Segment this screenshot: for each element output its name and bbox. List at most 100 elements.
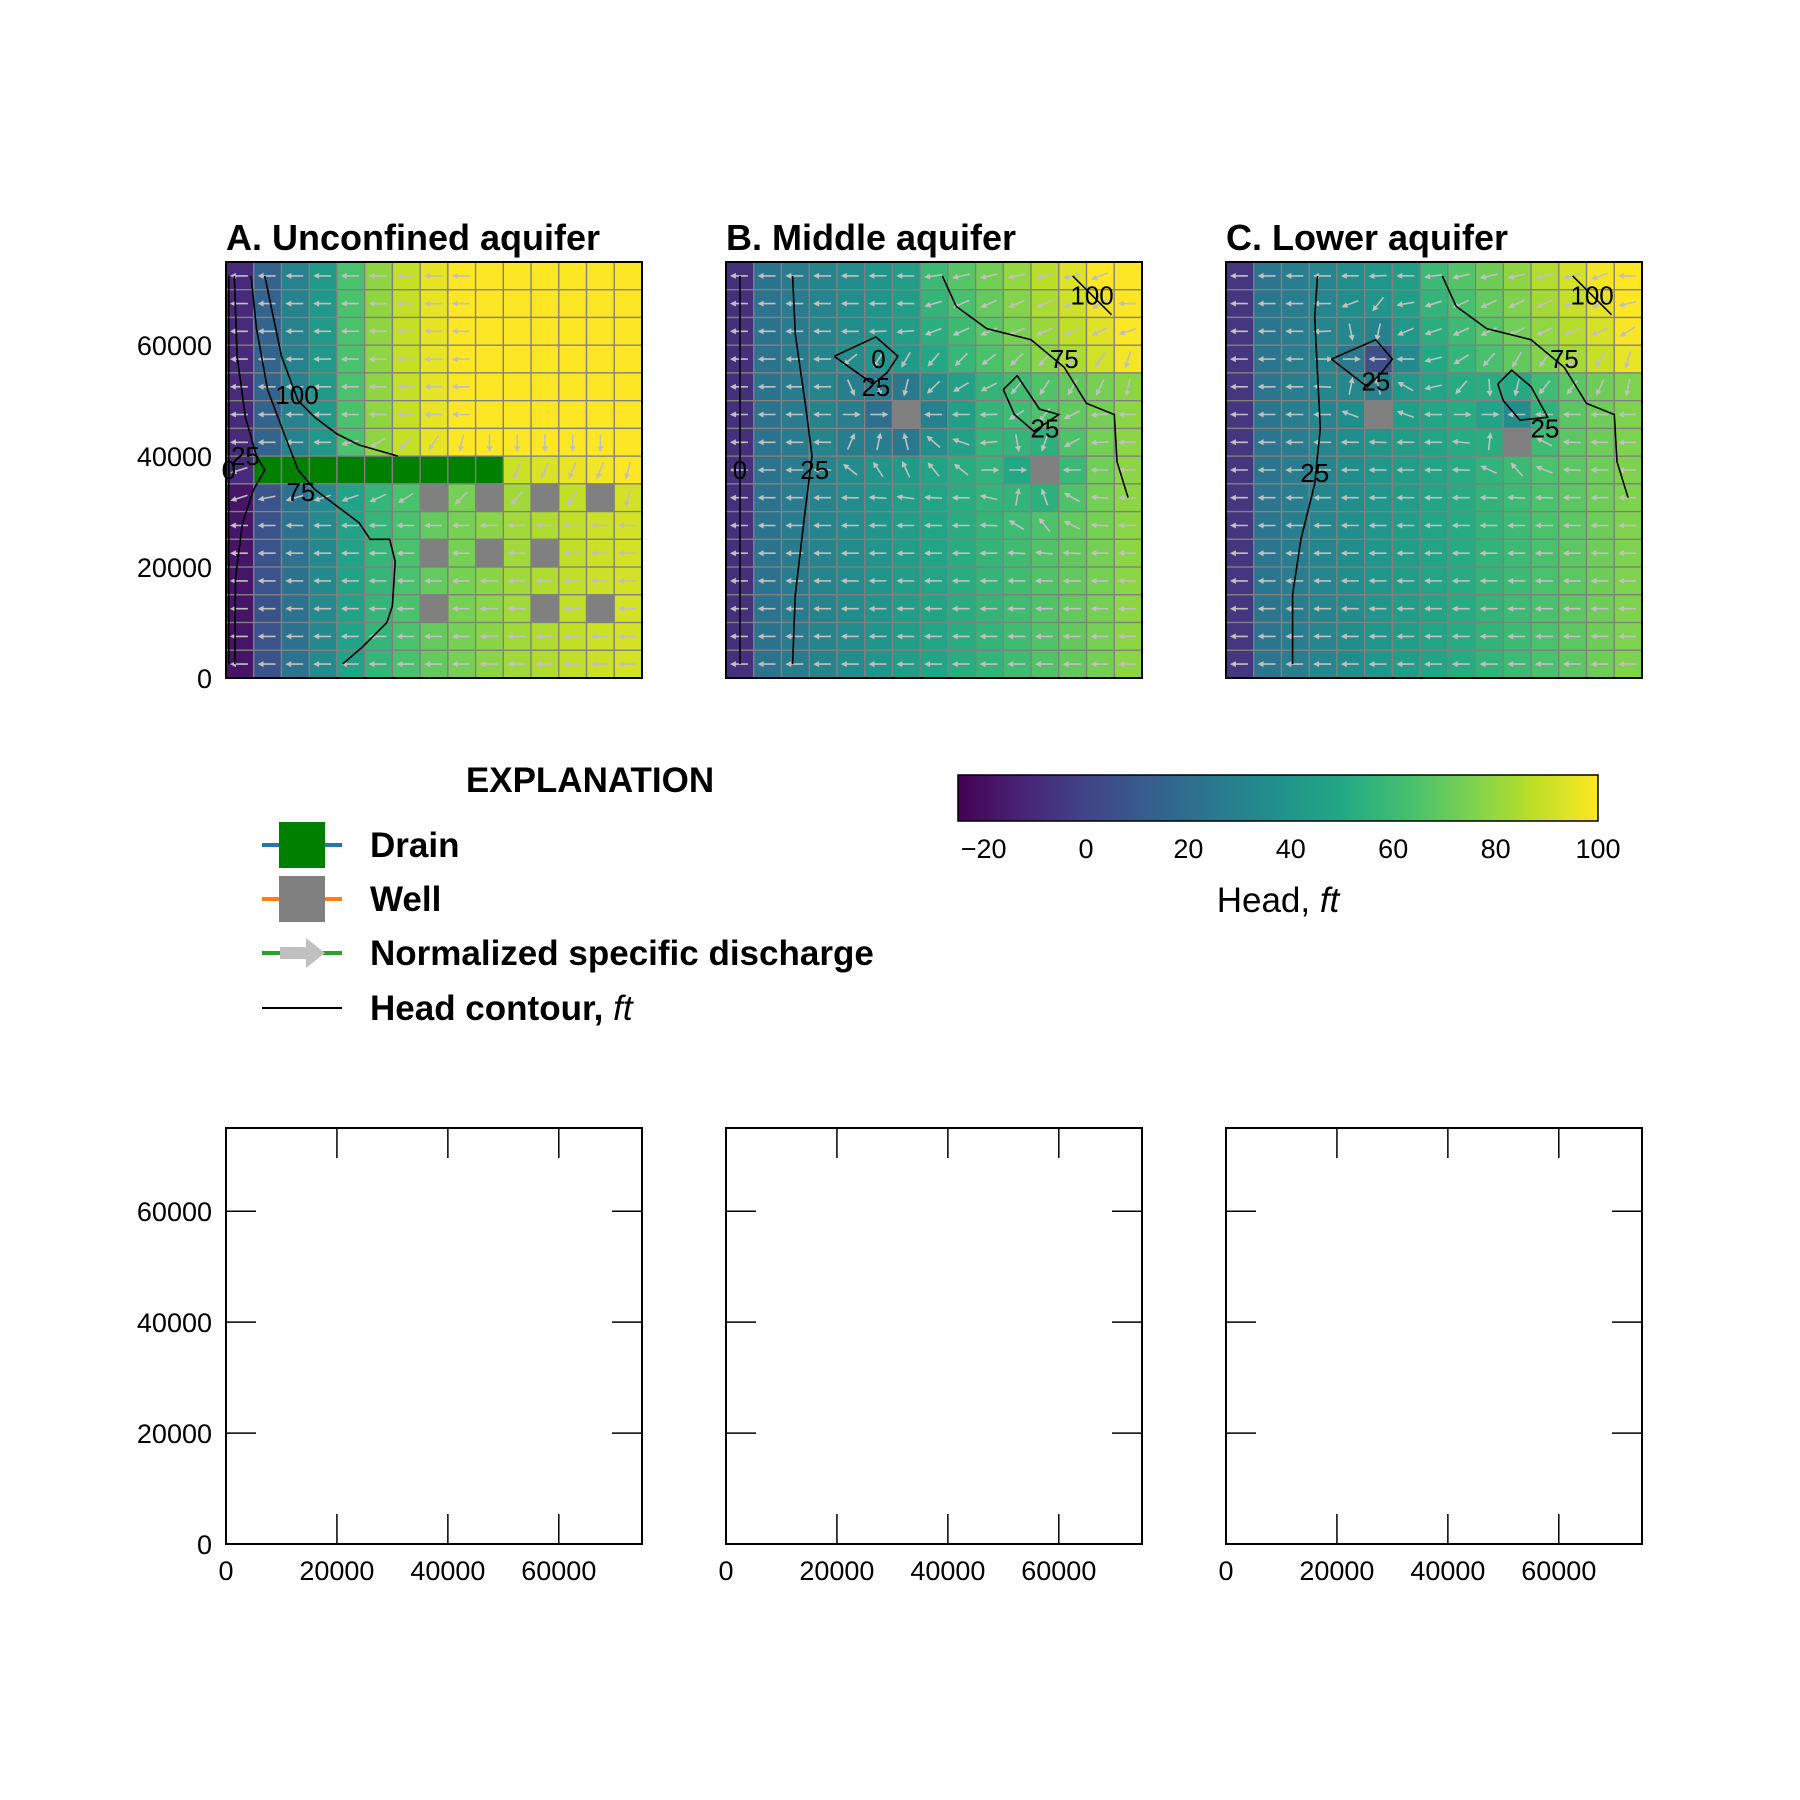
arrow-head bbox=[1063, 492, 1071, 499]
discharge-arrow bbox=[562, 522, 581, 529]
discharge-arrow bbox=[514, 434, 521, 453]
discharge-arrow bbox=[1007, 633, 1026, 640]
arrow-head bbox=[1090, 494, 1097, 501]
discharge-arrow bbox=[1368, 494, 1387, 501]
arrow-head bbox=[979, 661, 986, 668]
discharge-arrow bbox=[1348, 377, 1355, 395]
discharge-arrow bbox=[873, 461, 884, 478]
discharge-arrow bbox=[979, 493, 998, 501]
discharge-arrows bbox=[1229, 272, 1637, 668]
discharge-arrow bbox=[1040, 488, 1049, 506]
discharge-arrow bbox=[843, 463, 858, 476]
arrow-head bbox=[813, 522, 820, 529]
discharge-arrow bbox=[1596, 379, 1605, 396]
discharge-arrow bbox=[313, 633, 332, 640]
discharge-arrow bbox=[1118, 661, 1137, 668]
x-tick-label: 60000 bbox=[521, 1556, 596, 1586]
arrow-head bbox=[1368, 522, 1375, 529]
arrow-head bbox=[813, 494, 820, 501]
discharge-arrow bbox=[1341, 410, 1359, 419]
arrow-head bbox=[785, 467, 792, 473]
arrow-head bbox=[285, 356, 292, 363]
head-cell bbox=[1030, 483, 1060, 513]
discharge-arrow bbox=[1562, 439, 1581, 446]
discharge-arrow bbox=[285, 356, 304, 363]
discharge-arrow bbox=[868, 550, 887, 557]
arrow-head bbox=[230, 468, 237, 475]
discharge-arrow bbox=[896, 550, 915, 557]
arrow-head bbox=[896, 494, 903, 501]
arrow-head bbox=[285, 633, 292, 640]
discharge-arrow bbox=[1090, 411, 1109, 418]
discharge-arrow bbox=[1229, 300, 1248, 307]
discharge-arrow bbox=[840, 633, 859, 640]
discharge-arrow bbox=[757, 328, 776, 335]
arrow-head bbox=[1595, 360, 1601, 368]
arrow-head bbox=[1479, 577, 1486, 584]
arrow-head bbox=[313, 522, 320, 529]
arrow-head bbox=[313, 356, 320, 363]
discharge-arrow bbox=[1618, 605, 1637, 612]
arrow-head bbox=[1229, 356, 1236, 363]
arrow-head bbox=[951, 411, 958, 418]
discharge-arrow bbox=[457, 434, 465, 452]
discharge-arrow bbox=[813, 550, 832, 557]
discharge-arrow bbox=[1479, 605, 1498, 612]
arrow-head bbox=[843, 463, 850, 470]
discharge-arrow bbox=[1368, 522, 1387, 529]
arrow-head bbox=[1563, 330, 1571, 336]
arrow-head bbox=[1257, 328, 1264, 335]
drain-cell bbox=[447, 455, 477, 485]
discharge-arrow bbox=[396, 411, 415, 418]
arrow-head bbox=[868, 494, 875, 501]
x-tick-label: 0 bbox=[718, 1556, 733, 1586]
arrow-head bbox=[1038, 360, 1045, 367]
arrow-head bbox=[507, 550, 514, 557]
discharge-arrow bbox=[1285, 633, 1304, 640]
discharge-arrow bbox=[1035, 299, 1053, 308]
discharge-arrow bbox=[1424, 300, 1442, 308]
arrow-head bbox=[1451, 605, 1458, 612]
arrow-head bbox=[1451, 661, 1458, 668]
discharge-arrow bbox=[896, 661, 915, 668]
arrow-head bbox=[1091, 303, 1099, 309]
discharge-arrow bbox=[229, 328, 248, 335]
arrow-head bbox=[540, 472, 547, 480]
arrow-head bbox=[1091, 274, 1098, 281]
arrow-head bbox=[1285, 467, 1292, 473]
contour-label: 25 bbox=[1361, 366, 1390, 396]
arrow-head bbox=[1590, 661, 1597, 668]
discharge-arrow bbox=[341, 494, 359, 502]
discharge-arrow bbox=[1424, 494, 1442, 501]
discharge-arrow bbox=[1067, 379, 1078, 396]
discharge-arrow bbox=[1090, 661, 1109, 668]
discharge-arrow bbox=[1313, 577, 1332, 584]
discharge-arrow bbox=[952, 273, 970, 280]
head-cell bbox=[613, 455, 643, 485]
arrow-head bbox=[757, 494, 764, 501]
arrow-head bbox=[1465, 411, 1472, 418]
x-tick-label: 20000 bbox=[1299, 1556, 1374, 1586]
arrow-head bbox=[1455, 387, 1462, 395]
arrow-head bbox=[813, 300, 820, 307]
arrow-head bbox=[1596, 389, 1602, 396]
arrow-head bbox=[1118, 439, 1125, 446]
discharge-arrow bbox=[1479, 273, 1498, 280]
arrow-head bbox=[1257, 300, 1264, 307]
discharge-arrow bbox=[1396, 661, 1415, 668]
contour-label: 25 bbox=[800, 455, 829, 485]
discharge-arrow bbox=[896, 577, 915, 584]
discharge-arrow bbox=[1118, 605, 1137, 612]
discharge-arrow bbox=[1424, 550, 1442, 557]
discharge-arrow bbox=[1090, 633, 1109, 640]
colorbar-gradient bbox=[957, 774, 1599, 822]
arrow-head bbox=[396, 633, 403, 640]
discharge-arrow bbox=[1479, 661, 1498, 668]
discharge-arrow bbox=[1257, 300, 1276, 307]
discharge-arrow bbox=[1229, 550, 1248, 557]
discharge-arrow bbox=[313, 272, 332, 279]
arrow-head bbox=[534, 633, 541, 640]
discharge-arrow bbox=[757, 411, 776, 418]
discharge-arrow bbox=[1562, 522, 1581, 529]
discharge-arrow bbox=[397, 492, 414, 503]
